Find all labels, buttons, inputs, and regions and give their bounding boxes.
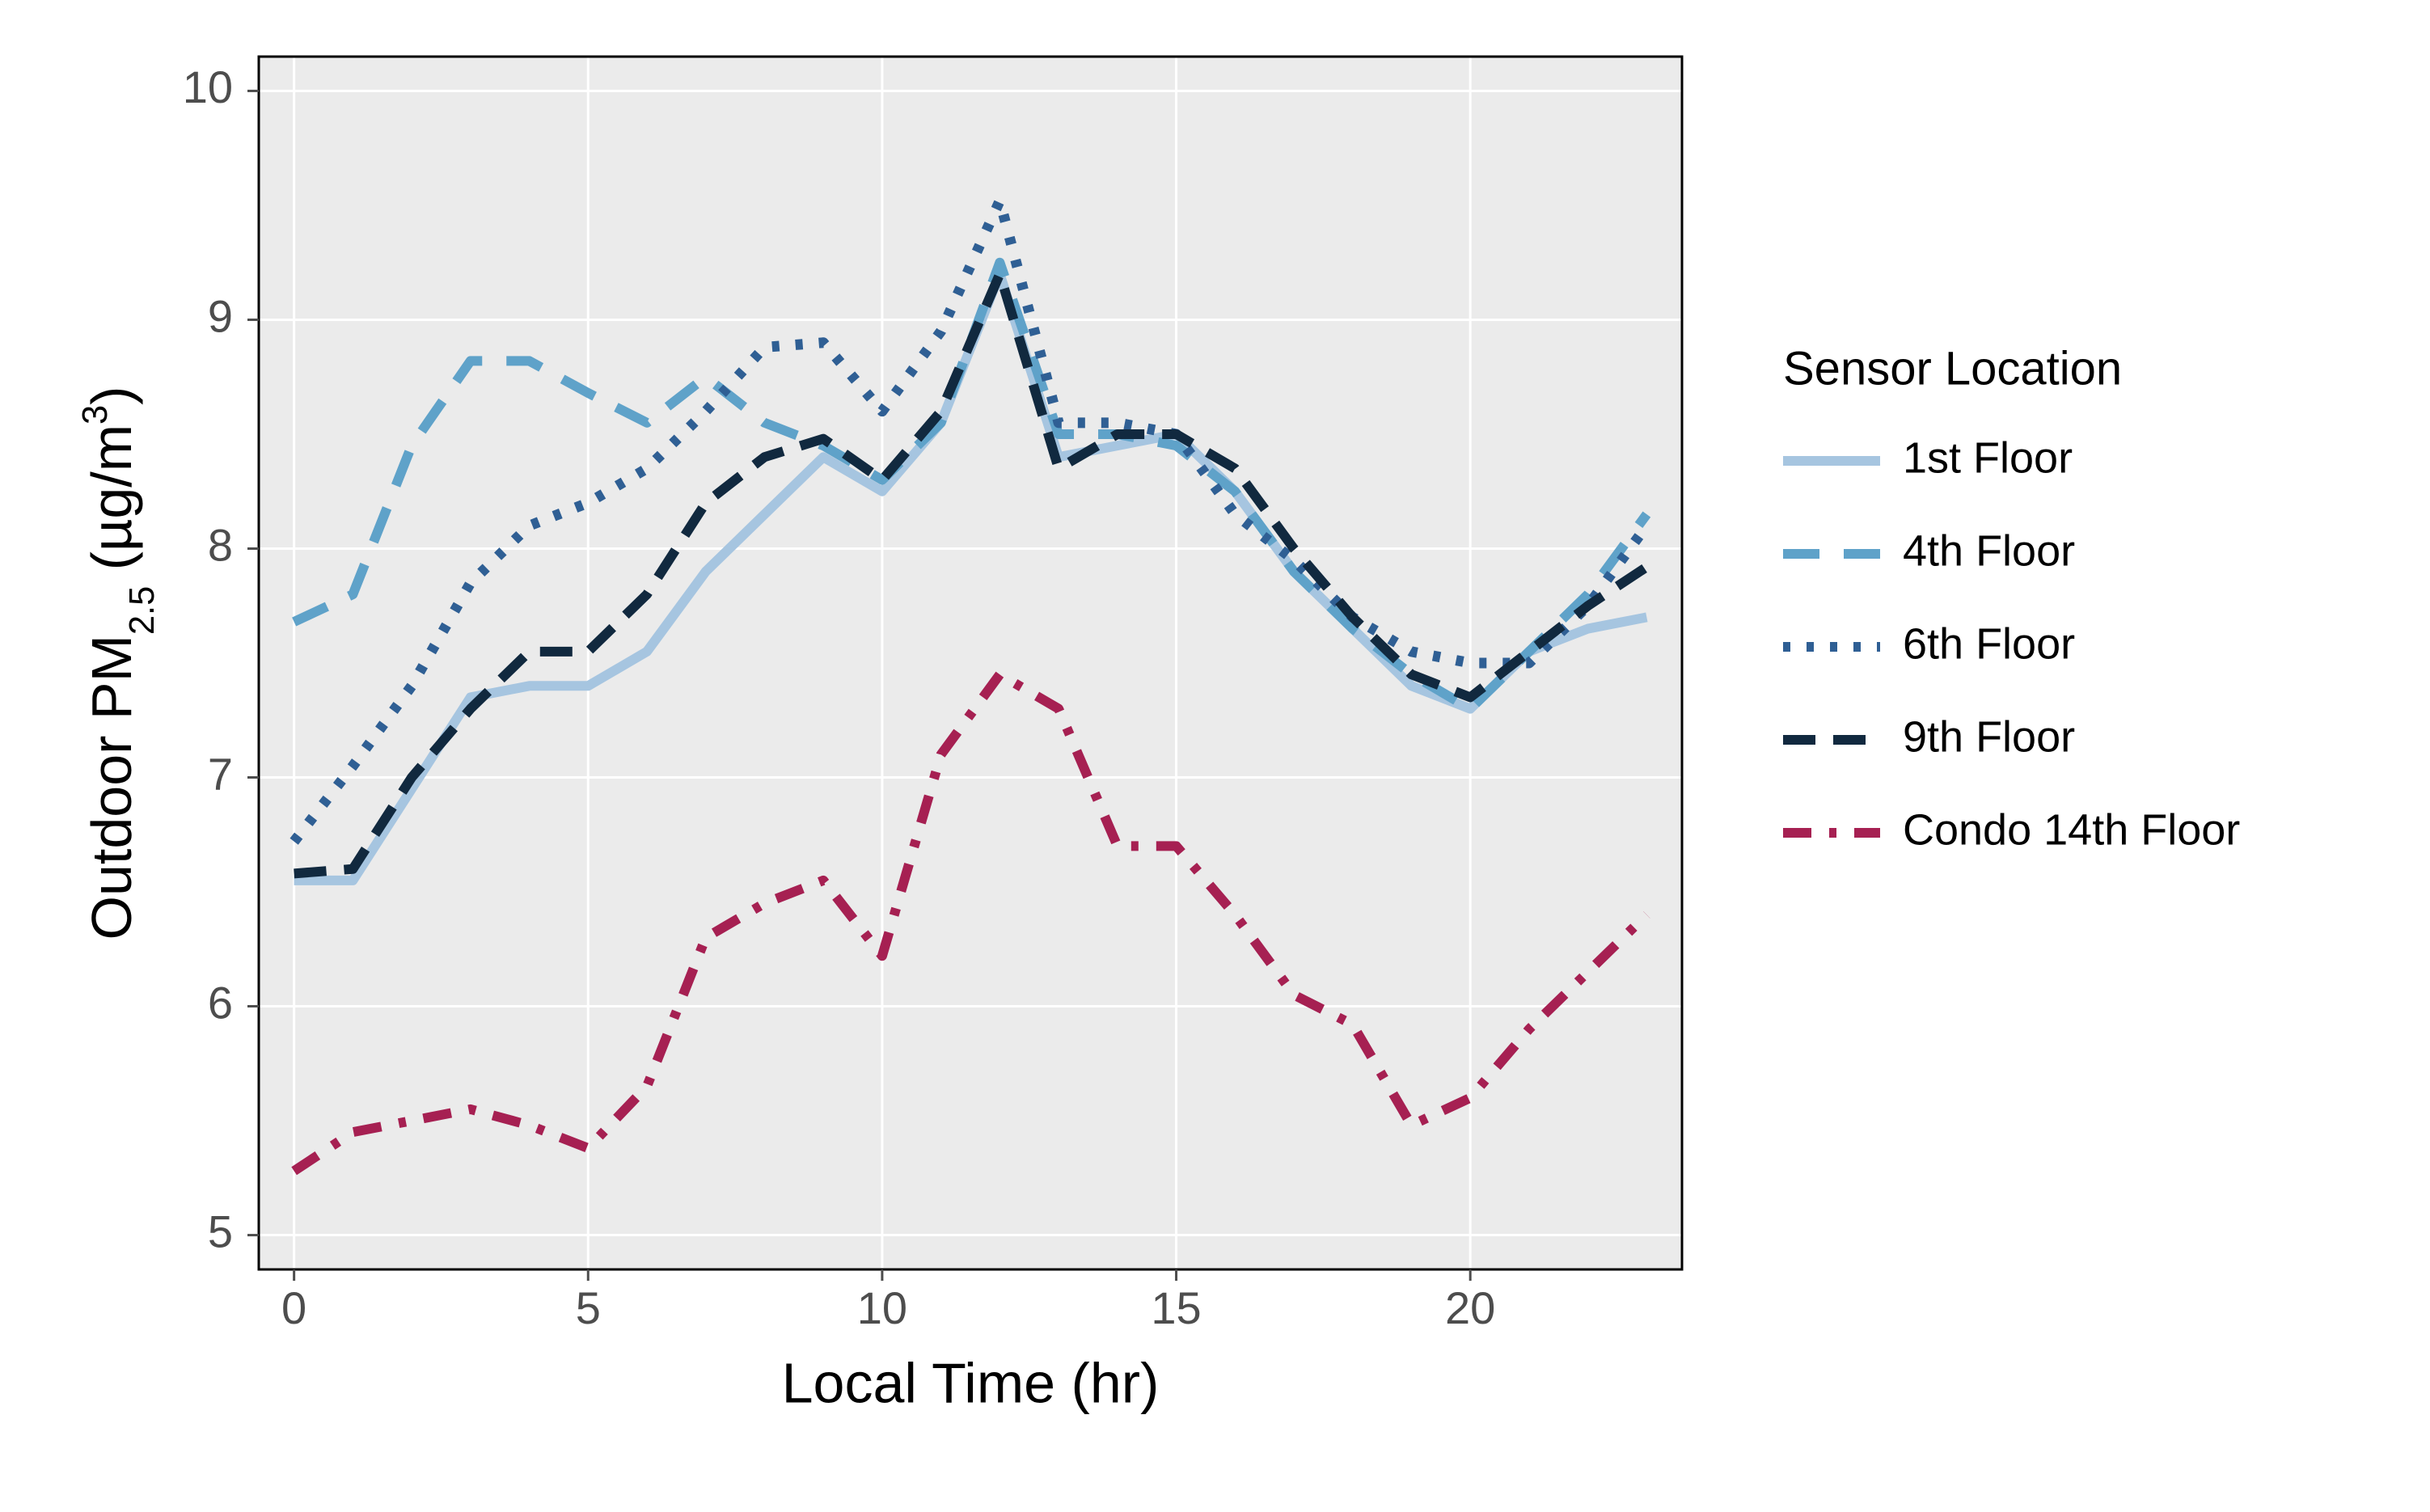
x-tick-label: 15 <box>1151 1282 1201 1333</box>
y-tick-label: 5 <box>208 1206 233 1256</box>
x-tick-label: 0 <box>281 1282 306 1333</box>
y-tick-label: 6 <box>208 977 233 1028</box>
y-tick-label: 8 <box>208 519 233 570</box>
x-axis-title: Local Time (hr) <box>782 1351 1160 1414</box>
line-chart: 051015205678910Local Time (hr)Outdoor PM… <box>0 0 2430 1512</box>
x-tick-label: 20 <box>1445 1282 1495 1333</box>
legend-label: 1st Floor <box>1903 433 2073 482</box>
legend-label: 6th Floor <box>1903 619 2075 668</box>
x-ticks: 0 5 10 15 20 <box>281 1269 1495 1333</box>
legend-label: 4th Floor <box>1903 526 2075 575</box>
y-tick-label: 7 <box>208 748 233 799</box>
y-ticks: 5 6 7 8 9 10 <box>183 61 259 1256</box>
legend-label: 9th Floor <box>1903 712 2075 761</box>
chart-container: 051015205678910Local Time (hr)Outdoor PM… <box>0 0 2430 1512</box>
y-axis-title: Outdoor PM2.5 (µg/m3) <box>76 386 162 940</box>
legend: Sensor Location 1st Floor 4th Floor 6th Flo… <box>1783 342 2240 854</box>
legend-label: Condo 14th Floor <box>1903 805 2240 854</box>
y-tick-label: 10 <box>183 61 233 112</box>
legend-title: Sensor Location <box>1783 342 2122 395</box>
x-tick-label: 10 <box>857 1282 907 1333</box>
y-tick-label: 9 <box>208 290 233 341</box>
x-tick-label: 5 <box>576 1282 601 1333</box>
